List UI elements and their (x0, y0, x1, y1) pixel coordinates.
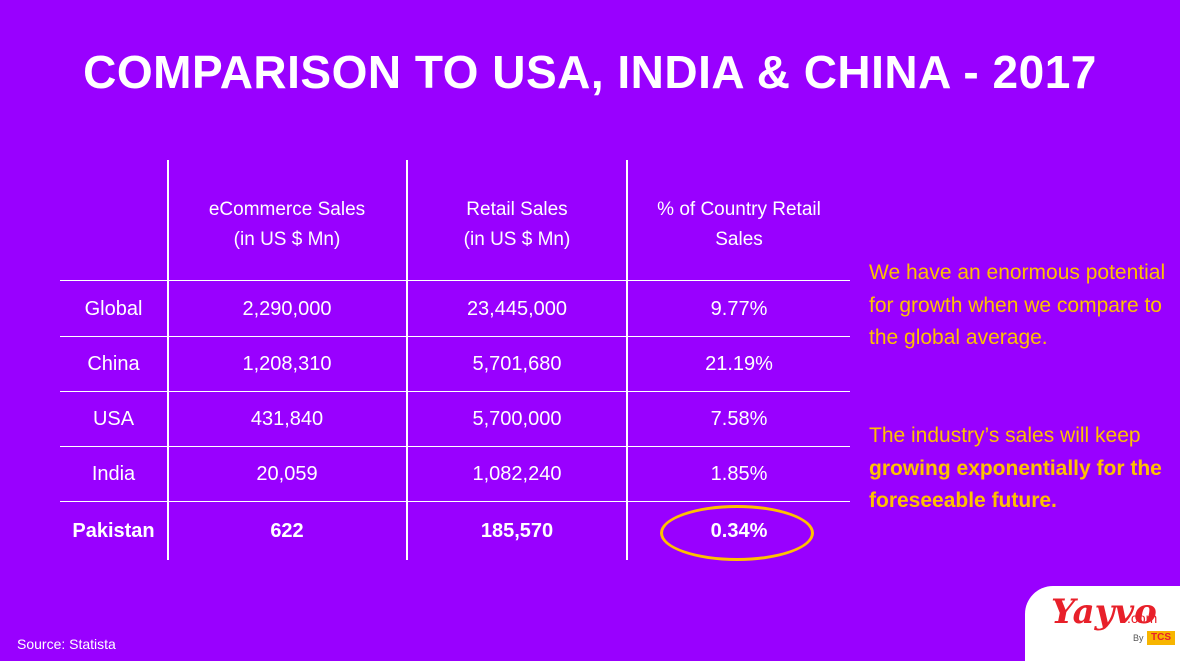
row-label-india: India (91, 462, 136, 485)
source-note: Source: Statista (17, 636, 116, 652)
column-divider (406, 160, 408, 560)
cell-percent: 9.77% (710, 297, 768, 320)
logo-tcs-badge: TCS (1147, 631, 1175, 645)
logo-by: By (1133, 633, 1144, 643)
cell-ecommerce: 1,208,310 (242, 352, 332, 375)
row-label-china: China (87, 352, 140, 375)
cell-percent: 1.85% (710, 462, 768, 485)
row-label-global: Global (84, 297, 143, 320)
cell-ecommerce: 2,290,000 (242, 297, 332, 320)
row-label-pakistan: Pakistan (72, 520, 155, 542)
cell-ecommerce: 20,059 (256, 462, 318, 485)
row-divider (60, 336, 850, 337)
row-divider (60, 501, 850, 502)
row-label-usa: USA (92, 407, 135, 430)
cell-percent: 7.58% (710, 407, 768, 430)
cell-retail: 185,570 (480, 520, 554, 542)
yayvo-logo: Yayvo .com By TCS (1025, 586, 1180, 661)
highlight-circle (660, 505, 814, 561)
row-divider (60, 446, 850, 447)
comparison-table: eCommerce Sales (in US $ Mn) Retail Sale… (60, 160, 850, 561)
row-divider (60, 391, 850, 392)
cell-retail: 5,701,680 (472, 352, 562, 375)
cell-ecommerce: 622 (270, 520, 304, 542)
cell-ecommerce: 431,840 (250, 407, 324, 430)
row-divider (60, 280, 850, 281)
side-note-growth-potential: We have an enormous potential for growth… (869, 261, 1166, 349)
cell-retail: 23,445,000 (466, 297, 568, 320)
page-title: COMPARISON TO USA, INDIA & CHINA - 2017 (83, 46, 1097, 98)
cell-retail: 1,082,240 (472, 462, 562, 485)
column-divider (626, 160, 628, 560)
header-ecommerce-sales: eCommerce Sales (in US $ Mn) (208, 199, 366, 250)
header-retail-sales: Retail Sales (in US $ Mn) (463, 199, 571, 250)
logo-main-text: Yayvo (1051, 592, 1157, 632)
logo-suffix: .com (1127, 610, 1158, 626)
side-note-industry-growth: The industry’s sales will keep growing e… (869, 420, 1169, 518)
cell-retail: 5,700,000 (472, 407, 562, 430)
side-note-plain: The industry’s sales will keep (869, 424, 1141, 447)
column-divider (167, 160, 169, 560)
side-note-bold: growing exponentially for the foreseeabl… (869, 456, 1162, 513)
cell-percent: 21.19% (705, 352, 773, 375)
header-percent-retail: % of Country Retail Sales (657, 199, 821, 250)
